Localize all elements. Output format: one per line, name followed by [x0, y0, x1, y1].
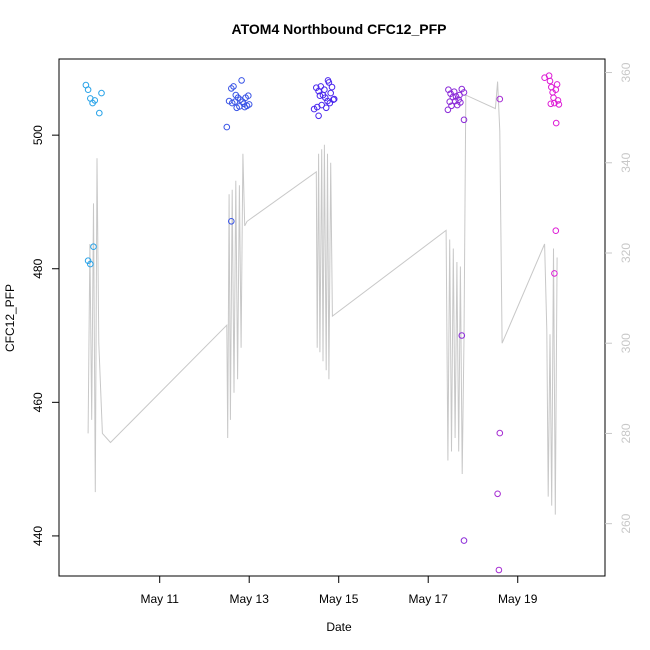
point-s3-19 — [330, 95, 338, 103]
point-s3-15 — [327, 89, 335, 97]
y-axis: 440 460 480 500 — [31, 125, 59, 546]
point-s6-13 — [552, 119, 560, 127]
point-s3-12 — [321, 86, 328, 93]
y2-tick-label: 320 — [619, 243, 633, 263]
point-s5-4 — [495, 566, 503, 574]
x-axis: May 11 May 13 May 15 May 17 May 19 — [140, 576, 538, 606]
chart-title: ATOM4 Northbound CFC12_PFP — [232, 21, 447, 37]
y2-tick-label: 300 — [619, 333, 633, 353]
y2-tick-label: 280 — [619, 423, 633, 443]
point-s4-17 — [458, 332, 466, 339]
point-s1-6 — [98, 89, 105, 97]
x-tick-label: May 17 — [409, 592, 449, 606]
point-s4-9 — [446, 98, 454, 105]
point-s4-15 — [444, 106, 452, 114]
point-s2-2 — [230, 83, 237, 90]
point-s6-8 — [549, 89, 556, 96]
point-s2-20 — [228, 218, 235, 225]
x-tick-label: May 15 — [319, 592, 359, 606]
point-s1-2 — [84, 86, 92, 93]
point-s3-3 — [317, 83, 325, 90]
y2-tick-label: 340 — [619, 152, 633, 172]
point-s3-18 — [315, 112, 322, 120]
point-s4-2 — [447, 90, 454, 97]
point-s2-19 — [223, 123, 231, 131]
point-s6-12 — [547, 100, 555, 108]
point-s6-14 — [552, 227, 560, 234]
secondary-trace — [87, 81, 558, 515]
y2-tick-label: 260 — [619, 513, 633, 533]
point-s3-13 — [322, 104, 330, 112]
point-s1-10 — [90, 243, 97, 250]
y2-tick-label: 360 — [619, 62, 633, 82]
x-tick-label: May 11 — [140, 592, 179, 606]
point-s3-17 — [310, 105, 318, 113]
y2-axis: 260 280 300 320 340 360 — [605, 62, 633, 534]
point-s1-9 — [87, 260, 94, 268]
y-tick-label: 500 — [31, 125, 45, 145]
point-s5-1 — [496, 95, 504, 103]
point-s3-10 — [316, 92, 324, 99]
x-axis-label: Date — [326, 620, 352, 634]
point-s4-10 — [448, 102, 455, 110]
point-s6-7 — [546, 77, 554, 85]
point-s6-11 — [555, 101, 563, 108]
point-s2-17 — [238, 77, 245, 84]
point-s1-5 — [91, 97, 99, 104]
point-s1-7 — [96, 109, 103, 117]
point-s4-16 — [460, 116, 468, 124]
point-s2-16 — [228, 99, 236, 107]
trace-line — [87, 81, 558, 515]
y-tick-label: 460 — [31, 392, 45, 412]
point-s3-20 — [324, 77, 332, 84]
y-axis-label: CFC12_PFP — [3, 284, 17, 352]
x-tick-label: May 19 — [498, 592, 538, 606]
point-s2-13 — [240, 100, 248, 108]
point-s5-3 — [496, 429, 504, 437]
point-s4-18 — [460, 537, 468, 544]
plot-box — [58, 58, 606, 577]
point-s2-18 — [245, 92, 252, 99]
point-s4-7 — [458, 85, 466, 93]
data-points — [82, 72, 563, 574]
point-s5-2 — [494, 490, 501, 498]
x-tick-label: May 13 — [230, 592, 270, 606]
y-tick-label: 440 — [31, 526, 45, 546]
point-s3-8 — [328, 83, 336, 91]
point-s1-8 — [84, 257, 92, 265]
y-tick-label: 480 — [31, 258, 45, 278]
point-s6-15 — [551, 270, 558, 277]
point-s3-7 — [326, 99, 334, 107]
point-s6-9 — [551, 99, 558, 107]
point-s4-8 — [460, 89, 468, 96]
point-s4-14 — [457, 99, 464, 106]
point-s6-10 — [553, 81, 561, 88]
point-s2-1 — [228, 85, 235, 92]
